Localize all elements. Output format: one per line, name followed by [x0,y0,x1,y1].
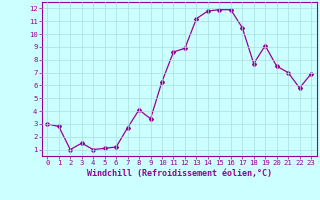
X-axis label: Windchill (Refroidissement éolien,°C): Windchill (Refroidissement éolien,°C) [87,169,272,178]
